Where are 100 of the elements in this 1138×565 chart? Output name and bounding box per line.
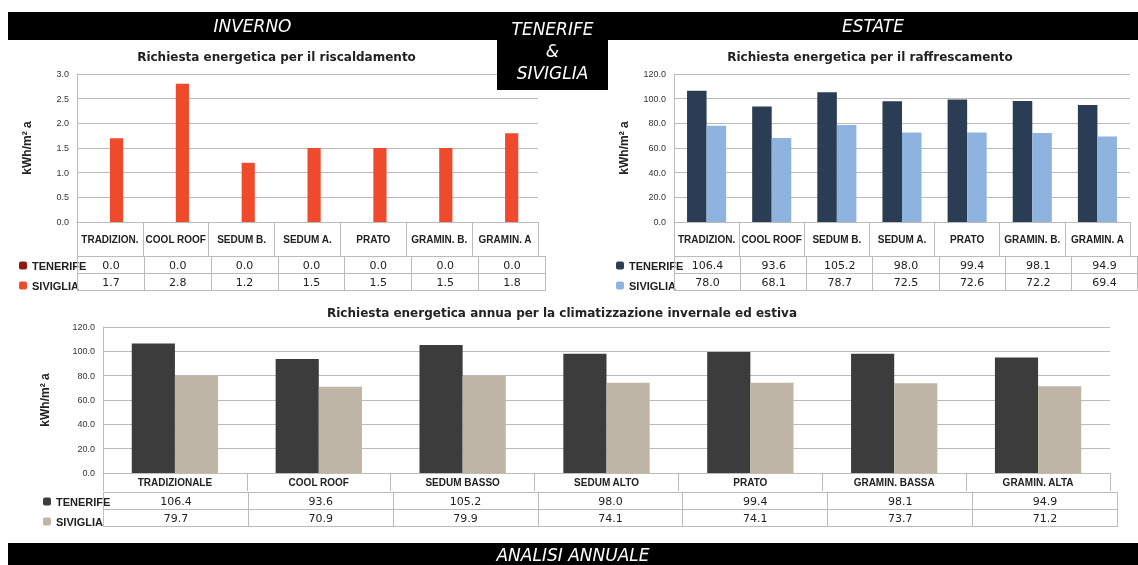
- x-tick-label: GRAMIN. ALTA: [1002, 476, 1074, 488]
- x-tick-label: GRAMIN. B.: [1004, 233, 1061, 245]
- data-label: 98.0: [538, 492, 683, 510]
- data-label: 0.0: [102, 258, 120, 272]
- data-label: 72.6: [939, 273, 1006, 291]
- chart-title: Richiesta energetica per il riscaldamento: [137, 50, 416, 64]
- y-tick-label: 0.0: [82, 468, 95, 478]
- bar: [241, 162, 255, 222]
- bar: [1012, 101, 1033, 222]
- data-label: 0.0: [411, 256, 479, 274]
- legend-label: TENERIFE: [629, 259, 684, 272]
- x-tick-label: SEDUM A.: [877, 233, 927, 245]
- data-label: 1.7: [77, 273, 145, 291]
- data-label: 1.5: [344, 273, 412, 291]
- y-axis-title: kWh/m² a: [617, 121, 631, 175]
- data-label: 105.2: [393, 492, 539, 510]
- bar: [174, 376, 219, 473]
- data-label: 1.2: [211, 273, 279, 291]
- bar: [947, 99, 968, 222]
- bar: [307, 148, 321, 222]
- bar: [109, 138, 124, 222]
- data-label: 98.1: [827, 492, 973, 510]
- x-tick-label: COOL ROOF: [288, 476, 349, 488]
- y-axis-title: kWh/m² a: [38, 373, 52, 427]
- x-tick-label: GRAMIN. BASSA: [853, 476, 935, 488]
- data-label: 106.4: [160, 494, 192, 508]
- bar: [439, 148, 453, 222]
- chart-title: Richiesta energetica annua per la climatizzazione invernale ed estiva: [327, 306, 797, 320]
- data-label: 78.0: [674, 273, 741, 291]
- data-label: 68.1: [740, 273, 807, 291]
- legend-label: TENERIFE: [32, 259, 87, 272]
- data-label: 69.4: [1071, 273, 1138, 291]
- bar: [563, 353, 607, 473]
- x-tick-label: GRAMIN. B.: [411, 233, 468, 245]
- bar: [706, 125, 727, 222]
- x-tick-label: GRAMIN. A: [1070, 233, 1124, 245]
- y-tick-label: 120.0: [643, 69, 666, 79]
- text: ESTATE: [608, 12, 1138, 40]
- x-tick-label: SEDUM B.: [217, 233, 267, 245]
- data-label: 74.1: [538, 509, 683, 527]
- y-tick-label: 0.5: [56, 192, 69, 203]
- bar: [275, 359, 319, 473]
- bar: [902, 132, 922, 222]
- data-label: 98.0: [872, 256, 940, 274]
- bar: [318, 386, 362, 473]
- annotation: TENERIFE & SIVIGLIA: [497, 12, 608, 90]
- data-label: 74.1: [682, 509, 828, 527]
- data-label: 106.4: [691, 258, 724, 272]
- data-label: 72.5: [872, 273, 940, 291]
- bar: [707, 352, 751, 473]
- data-label: 99.4: [939, 256, 1006, 274]
- bar: [1038, 386, 1082, 473]
- y-tick-label: 40.0: [648, 167, 666, 178]
- legend-label: SIVIGLIA: [56, 515, 104, 528]
- bar: [817, 92, 837, 222]
- data-label: 0.0: [211, 256, 279, 274]
- x-tick-label: COOL ROOF: [741, 233, 802, 245]
- bar: [752, 106, 772, 222]
- legend-label: TENERIFE: [56, 495, 111, 508]
- x-tick-label: PRATO: [356, 233, 391, 245]
- data-label: 99.4: [682, 492, 828, 510]
- bar: [419, 345, 463, 473]
- data-label: 73.7: [827, 509, 973, 527]
- data-label: 0.0: [278, 256, 345, 274]
- y-axis-title: kWh/m² a: [20, 121, 34, 175]
- x-tick-label: GRAMIN. A: [478, 233, 532, 245]
- data-label: 94.9: [1071, 256, 1138, 274]
- bar: [894, 383, 938, 473]
- data-label: 0.0: [344, 256, 412, 274]
- data-label: 105.2: [806, 256, 873, 274]
- data-label: 1.8: [478, 273, 546, 291]
- x-tick-label: SEDUM BASSO: [425, 476, 501, 488]
- x-tick-label: TRADIZIONALE: [137, 476, 213, 488]
- x-tick-label: PRATO: [950, 233, 985, 245]
- data-label: 79.7: [103, 509, 249, 527]
- legend-label: SIVIGLIA: [32, 279, 80, 292]
- data-label: 71.2: [972, 509, 1118, 527]
- bar: [1097, 136, 1117, 222]
- x-tick-label: SEDUM A.: [283, 233, 332, 245]
- bar: [882, 101, 902, 222]
- data-label: 93.6: [740, 256, 807, 274]
- bar: [1077, 104, 1098, 222]
- legend-label: SIVIGLIA: [629, 279, 677, 292]
- y-tick-label: 1.5: [56, 143, 69, 153]
- data-label: 79.9: [393, 509, 539, 527]
- y-tick-label: 0.0: [56, 217, 69, 227]
- y-tick-label: 2.0: [56, 118, 69, 129]
- data-label: 78.7: [806, 273, 873, 291]
- y-tick-label: 20.0: [648, 192, 666, 203]
- bar: [687, 90, 707, 222]
- y-tick-label: 120.0: [72, 322, 95, 332]
- data-label: 98.1: [1005, 256, 1072, 274]
- y-tick-label: 20.0: [77, 443, 95, 454]
- bar: [131, 343, 175, 473]
- bar: [505, 133, 519, 222]
- y-tick-label: 80.0: [77, 370, 95, 381]
- bar: [994, 357, 1039, 473]
- y-tick-label: 1.0: [56, 167, 69, 178]
- x-tick-label: COOL ROOF: [145, 233, 206, 245]
- bar: [1032, 132, 1052, 222]
